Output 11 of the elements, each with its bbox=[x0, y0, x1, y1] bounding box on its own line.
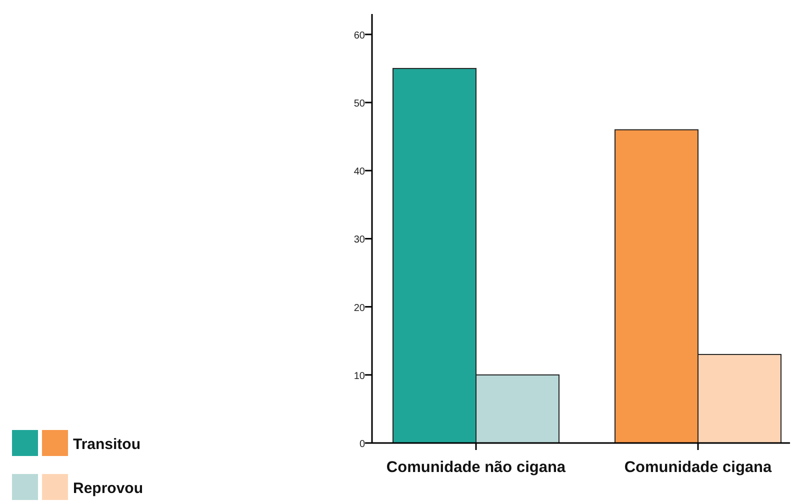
y-tick-label: 20 bbox=[354, 302, 366, 314]
y-tick-label: 30 bbox=[354, 234, 366, 246]
y-tick-label: 10 bbox=[354, 370, 366, 382]
legend-label: Transitou bbox=[73, 436, 141, 453]
y-tick-label: 60 bbox=[354, 30, 366, 42]
legend-label: Reprovou bbox=[73, 480, 144, 497]
x-tick-label: Comunidade não cigana bbox=[386, 459, 566, 476]
y-tick-label: 0 bbox=[359, 439, 366, 450]
x-tick-label: Comunidade cigana bbox=[624, 459, 772, 476]
y-tick-label: 40 bbox=[354, 166, 366, 178]
y-tick-label: 50 bbox=[354, 98, 366, 110]
